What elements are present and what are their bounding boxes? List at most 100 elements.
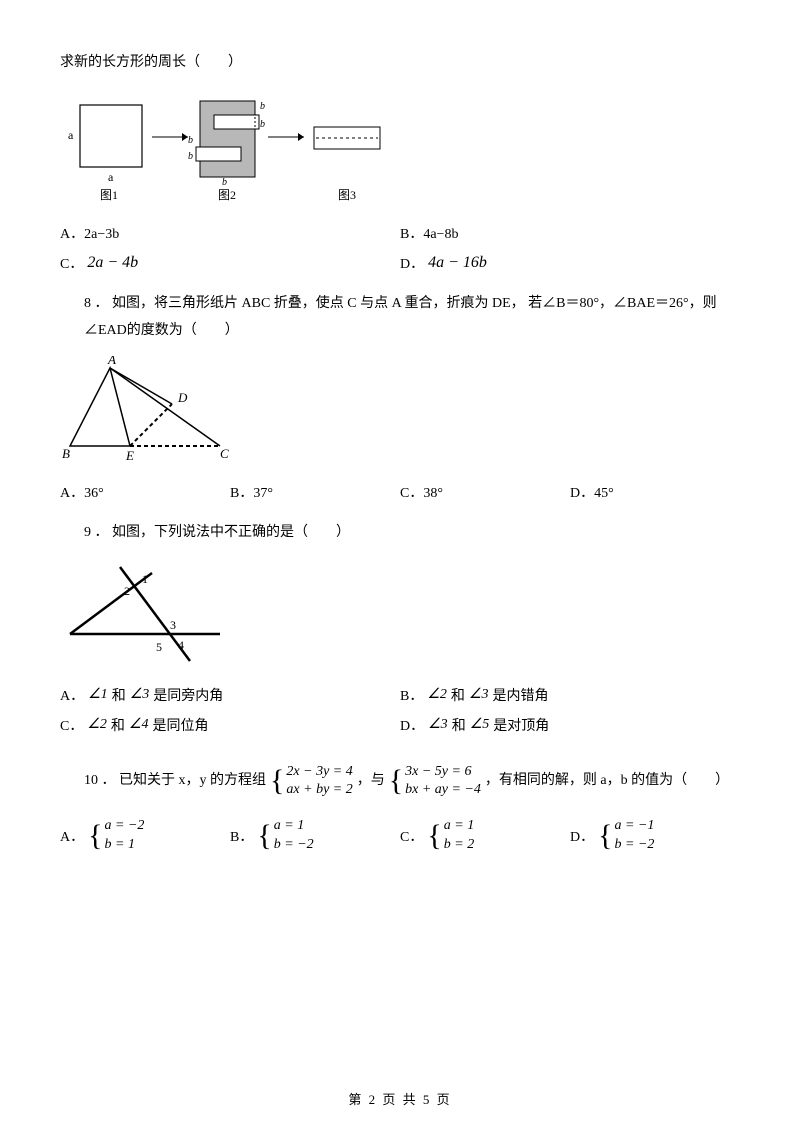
- q10-opt-b: B． { a = 1 b = −2: [230, 817, 400, 853]
- q9-a-m1: ∠1: [88, 686, 108, 703]
- q10-opt-a: A． { a = −2 b = 1: [60, 817, 230, 853]
- q10-sys2-eq1: 3x − 5y = 6: [405, 763, 481, 781]
- q7-cap3: 图3: [338, 188, 356, 202]
- q9-d-suffix: 是对顶角: [493, 715, 549, 735]
- q9-a-mid: 和: [112, 685, 126, 705]
- q10-stem-suffix: ，有相同的解，则 a，b 的值为（ ）: [485, 768, 729, 795]
- q9-b-mid: 和: [451, 685, 465, 705]
- q7-cap1: 图1: [100, 188, 118, 202]
- q9-a-prefix: A．: [60, 685, 84, 705]
- q9-c-mid: 和: [111, 715, 125, 735]
- q7-opt-d-prefix: D．: [400, 253, 424, 273]
- brace-icon: {: [257, 821, 271, 851]
- brace-icon: {: [88, 821, 102, 851]
- q7-figure: a a 图1 b b b b b 图2 图3: [60, 87, 740, 207]
- q7-s-label-b2: b: [260, 119, 265, 130]
- brace-icon: {: [270, 766, 284, 796]
- q9-label-1: 1: [142, 572, 148, 586]
- q9-label-2: 2: [124, 584, 130, 598]
- q7-s-label-b3: b: [188, 135, 193, 146]
- q7-opt-c-prefix: C．: [60, 253, 83, 273]
- q9-d-m2: ∠5: [470, 716, 490, 733]
- q9-c-prefix: C．: [60, 715, 83, 735]
- q10-b-prefix: B．: [230, 826, 253, 846]
- q8-label-d: D: [177, 390, 188, 405]
- q7-opt-d: D． 4a − 16b: [400, 253, 740, 273]
- q8-figure: A B C D E: [60, 356, 740, 466]
- q9-stem: 9 ． 如图，下列说法中不正确的是（ ）: [84, 520, 740, 547]
- q10-stem-mid: ，与: [357, 768, 385, 795]
- q7-opt-c: C． 2a − 4b: [60, 253, 400, 273]
- q9-d-m1: ∠3: [428, 716, 448, 733]
- q7-cap2: 图2: [218, 188, 236, 202]
- q8-opt-a: A．36°: [60, 482, 230, 502]
- q10-d-prefix: D．: [570, 826, 594, 846]
- q8-label-e: E: [125, 448, 134, 463]
- q9-c-m2: ∠4: [129, 716, 149, 733]
- q10-a-eq2: b = 1: [105, 836, 145, 854]
- q9-options-row1: A． ∠1 和 ∠3 是同旁内角 B． ∠2 和 ∠3 是内错角: [60, 685, 740, 705]
- q7-opt-c-math: 2a − 4b: [87, 254, 138, 272]
- q10-d-eq2: b = −2: [615, 836, 655, 854]
- q7-opt-a: A．2a−3b: [60, 223, 400, 243]
- q7-stem: 求新的长方形的周长（ ）: [60, 50, 740, 75]
- q8-stem: 8 ． 如图，将三角形纸片 ABC 折叠，使点 C 与点 A 重合，折痕为 DE…: [84, 291, 740, 344]
- q10-a-eq1: a = −2: [105, 817, 145, 835]
- q9-opt-c: C． ∠2 和 ∠4 是同位角: [60, 715, 400, 735]
- q10-a-prefix: A．: [60, 826, 84, 846]
- q7-options-row2: C． 2a − 4b D． 4a − 16b: [60, 253, 740, 273]
- q9-b-prefix: B．: [400, 685, 423, 705]
- q10-c-eq1: a = 1: [444, 817, 474, 835]
- q7-s-label-b1: b: [260, 101, 265, 112]
- q9-a-m2: ∠3: [130, 686, 150, 703]
- q10-options: A． { a = −2 b = 1 B． { a = 1 b = −2 C． {…: [60, 817, 740, 853]
- q9-options-row2: C． ∠2 和 ∠4 是同位角 D． ∠3 和 ∠5 是对顶角: [60, 715, 740, 735]
- q9-opt-b: B． ∠2 和 ∠3 是内错角: [400, 685, 740, 705]
- q9-b-m2: ∠3: [469, 686, 489, 703]
- q9-opt-d: D． ∠3 和 ∠5 是对顶角: [400, 715, 740, 735]
- q9-c-m1: ∠2: [87, 716, 107, 733]
- page-footer: 第 2 页 共 5 页: [0, 1089, 800, 1108]
- q9-a-suffix: 是同旁内角: [153, 685, 223, 705]
- q9-label-4: 4: [178, 638, 184, 652]
- q10-sys2: { 3x − 5y = 6 bx + ay = −4: [389, 763, 481, 799]
- q9-d-prefix: D．: [400, 715, 424, 735]
- q9-d-mid: 和: [452, 715, 466, 735]
- q9-c-suffix: 是同位角: [152, 715, 208, 735]
- brace-icon: {: [427, 821, 441, 851]
- q8-svg: A B C D E: [60, 356, 250, 466]
- q10-opt-c: C． { a = 1 b = 2: [400, 817, 570, 853]
- q10-d-eq1: a = −1: [615, 817, 655, 835]
- q8-label-a: A: [107, 356, 116, 367]
- q7-svg: a a 图1 b b b b b 图2 图3: [60, 87, 400, 207]
- q7-s-label-b5: b: [222, 177, 227, 188]
- q10-sys1-eq2: ax + by = 2: [286, 781, 352, 799]
- q9-b-suffix: 是内错角: [492, 685, 548, 705]
- q8-label-b: B: [62, 446, 70, 461]
- q8-opt-c: C．38°: [400, 482, 570, 502]
- q10-sys1: { 2x − 3y = 4 ax + by = 2: [270, 763, 353, 799]
- q9-opt-a: A． ∠1 和 ∠3 是同旁内角: [60, 685, 400, 705]
- q10-opt-d: D． { a = −1 b = −2: [570, 817, 740, 853]
- brace-icon: {: [389, 766, 403, 796]
- q9-svg: 1 2 3 4 5: [60, 559, 230, 669]
- q10-b-eq1: a = 1: [274, 817, 314, 835]
- q7-options-row1: A．2a−3b B．4a−8b: [60, 223, 740, 243]
- q9-label-5: 5: [156, 640, 162, 654]
- q10-sys1-eq1: 2x − 3y = 4: [286, 763, 352, 781]
- q9-b-m1: ∠2: [427, 686, 447, 703]
- q8-opt-b: B．37°: [230, 482, 400, 502]
- q8-options: A．36° B．37° C．38° D．45°: [60, 482, 740, 502]
- q10-stem-prefix: 10 ． 已知关于 x，y 的方程组: [84, 768, 266, 795]
- q9-label-3: 3: [170, 618, 176, 632]
- q10-b-eq2: b = −2: [274, 836, 314, 854]
- q8-opt-d: D．45°: [570, 482, 740, 502]
- q7-square-label-left: a: [68, 128, 74, 142]
- q7-s-label-b4: b: [188, 151, 193, 162]
- q10-sys2-eq2: bx + ay = −4: [405, 781, 481, 799]
- q7-opt-b: B．4a−8b: [400, 223, 740, 243]
- q10-c-eq2: b = 2: [444, 836, 474, 854]
- q10-c-prefix: C．: [400, 826, 423, 846]
- q7-opt-d-math: 4a − 16b: [428, 254, 487, 272]
- q9-figure: 1 2 3 4 5: [60, 559, 740, 669]
